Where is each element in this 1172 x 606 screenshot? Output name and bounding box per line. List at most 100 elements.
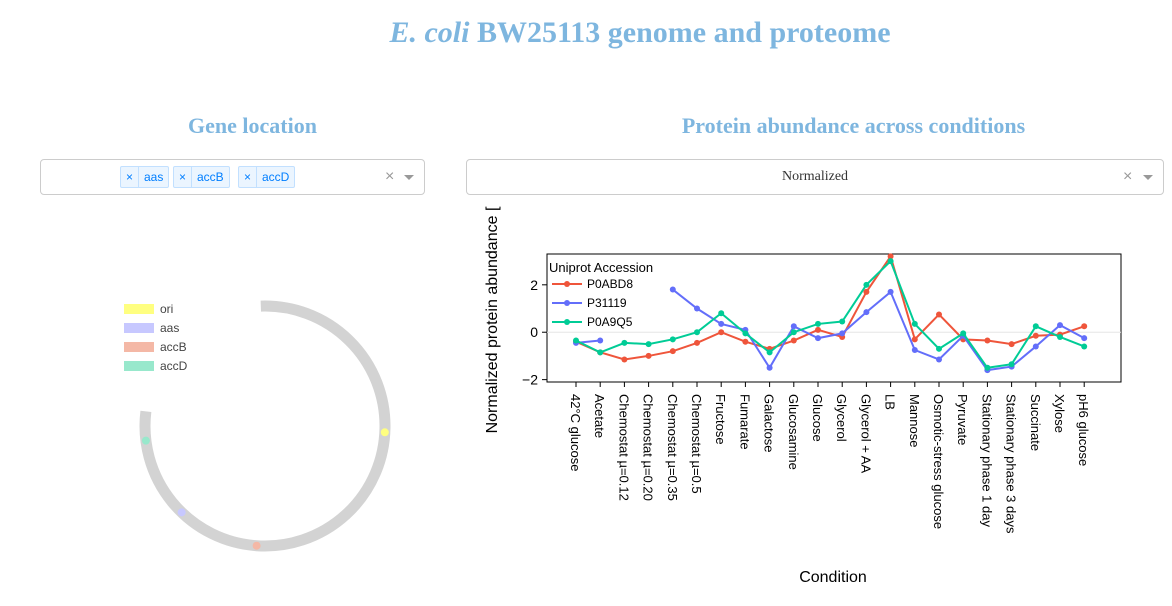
data-point-p0abd8[interactable] (742, 338, 749, 345)
data-point-p0a9q5[interactable] (887, 258, 894, 265)
data-point-p0a9q5[interactable] (718, 310, 725, 317)
legend-marker-p0abd8 (564, 281, 570, 287)
data-point-p0a9q5[interactable] (936, 345, 942, 352)
data-point-p0abd8[interactable] (911, 336, 918, 343)
x-tick-label: Chemostat µ=0.35 (665, 394, 680, 501)
data-point-p31119[interactable] (1081, 335, 1088, 342)
genome-marker-aas[interactable] (177, 508, 186, 517)
y-tick-label: −2 (522, 372, 538, 388)
data-point-p0a9q5[interactable] (1032, 323, 1039, 330)
normalization-select[interactable]: Normalized × (466, 159, 1164, 195)
data-point-p0a9q5[interactable] (573, 337, 579, 344)
data-point-p31119[interactable] (790, 323, 797, 330)
legend-label-p31119: P31119 (587, 296, 627, 310)
data-point-p0abd8[interactable] (645, 352, 652, 359)
genome-marker-ori[interactable] (380, 428, 389, 437)
data-point-p0abd8[interactable] (936, 311, 942, 318)
legend-swatch-ori (124, 304, 154, 314)
protein-abundance-title: Protein abundance across conditions (681, 113, 1026, 138)
remove-tag-icon[interactable]: × (121, 167, 139, 187)
normalization-value: Normalized (781, 169, 849, 184)
x-tick-label: Mannose (907, 394, 922, 447)
remove-tag-icon[interactable]: × (239, 167, 257, 187)
data-point-p31119[interactable] (694, 305, 700, 312)
y-axis-title: Normalized protein abundance [ (484, 206, 501, 433)
genome-marker-accd[interactable] (141, 436, 150, 445)
data-point-p31119[interactable] (839, 330, 846, 337)
data-point-p0abd8[interactable] (815, 326, 821, 333)
data-point-p0a9q5[interactable] (960, 330, 967, 337)
plot-area (546, 253, 1122, 383)
data-point-p31119[interactable] (936, 356, 942, 363)
data-point-p31119[interactable] (718, 320, 725, 327)
x-tick-label: Glucose (810, 394, 825, 442)
x-tick-label: Galactose (762, 394, 777, 453)
clear-normalization-icon[interactable]: × (1123, 168, 1133, 185)
x-tick-label: Chemostat µ=0.5 (689, 394, 704, 494)
data-point-p31119[interactable] (669, 286, 676, 293)
legend-swatch-accd (124, 361, 154, 371)
series-line-p0abd8 (575, 254, 1085, 361)
legend-label-p0a9q5: P0A9Q5 (587, 315, 633, 329)
remove-tag-icon[interactable]: × (174, 167, 192, 187)
genome-map: ori aas accB accD (124, 300, 391, 552)
data-point-p31119[interactable] (766, 364, 773, 371)
data-point-p0abd8[interactable] (718, 329, 725, 336)
data-point-p31119[interactable] (911, 347, 918, 353)
gene-tag-label: aas (144, 170, 164, 184)
page-title: E. coli BW25113 genome and proteome (0, 16, 1172, 50)
x-tick-label: Pyruvate (955, 394, 970, 445)
data-point-p0a9q5[interactable] (911, 320, 918, 327)
data-point-p0abd8[interactable] (863, 288, 870, 295)
data-point-p0a9q5[interactable] (863, 281, 870, 288)
data-point-p31119[interactable] (597, 337, 604, 344)
data-point-p0a9q5[interactable] (984, 364, 991, 371)
data-point-p0abd8[interactable] (621, 356, 628, 363)
x-axis-title: Condition (799, 569, 867, 586)
protein-abundance-chart: −2 0 2 42°C glucose Acetate Chemostat µ=0.12 C… (484, 206, 1122, 586)
data-point-p0abd8[interactable] (669, 348, 676, 355)
data-point-p0abd8[interactable] (1008, 341, 1015, 348)
data-point-p0a9q5[interactable] (1057, 333, 1063, 340)
data-point-p31119[interactable] (1057, 322, 1063, 329)
data-point-p0abd8[interactable] (790, 337, 797, 344)
gene-tag-aas: × aas (120, 166, 170, 188)
data-point-p0a9q5[interactable] (621, 339, 628, 346)
legend-label-accb: accB (160, 340, 187, 354)
data-point-p31119[interactable] (815, 335, 821, 342)
legend-title: Uniprot Accession (549, 260, 653, 275)
data-point-p0a9q5[interactable] (597, 349, 604, 356)
data-point-p31119[interactable] (863, 309, 870, 316)
gene-tag-accd: × accD (238, 166, 296, 188)
data-point-p31119[interactable] (1032, 343, 1039, 350)
data-point-p0abd8[interactable] (887, 253, 894, 260)
series-line-p0a9q5 (575, 259, 1085, 369)
data-point-p0a9q5[interactable] (815, 320, 821, 327)
data-point-p0abd8[interactable] (1032, 332, 1039, 339)
data-point-p0a9q5[interactable] (1008, 361, 1015, 368)
clear-genes-icon[interactable]: × (385, 168, 395, 185)
data-point-p0a9q5[interactable] (839, 318, 846, 325)
chevron-down-icon[interactable] (1143, 175, 1153, 180)
data-point-p0abd8[interactable] (984, 337, 991, 344)
data-point-p0a9q5[interactable] (742, 330, 749, 337)
data-point-p0a9q5[interactable] (694, 329, 700, 336)
x-tick-label: Chemostat µ=0.20 (641, 394, 656, 501)
gene-select[interactable]: × aas × accB × accD × (40, 159, 425, 195)
data-point-p0a9q5[interactable] (766, 349, 773, 356)
data-point-p0a9q5[interactable] (669, 336, 676, 343)
gene-tag-accb: × accB (173, 166, 230, 188)
data-point-p0a9q5[interactable] (1081, 343, 1088, 350)
data-point-p0a9q5[interactable] (645, 341, 652, 348)
gene-location-title: Gene location (188, 113, 317, 138)
legend-marker-p0a9q5 (564, 319, 570, 325)
x-tick-label: LB (883, 394, 898, 410)
data-point-p0abd8[interactable] (1081, 323, 1088, 330)
chevron-down-icon[interactable] (404, 175, 414, 180)
genome-marker-accb[interactable] (252, 541, 261, 550)
data-point-p0a9q5[interactable] (790, 329, 797, 336)
data-point-p31119[interactable] (887, 288, 894, 295)
legend-swatch-aas (124, 323, 154, 333)
x-tick-label: Glycerol (834, 394, 849, 442)
data-point-p0abd8[interactable] (694, 339, 700, 346)
